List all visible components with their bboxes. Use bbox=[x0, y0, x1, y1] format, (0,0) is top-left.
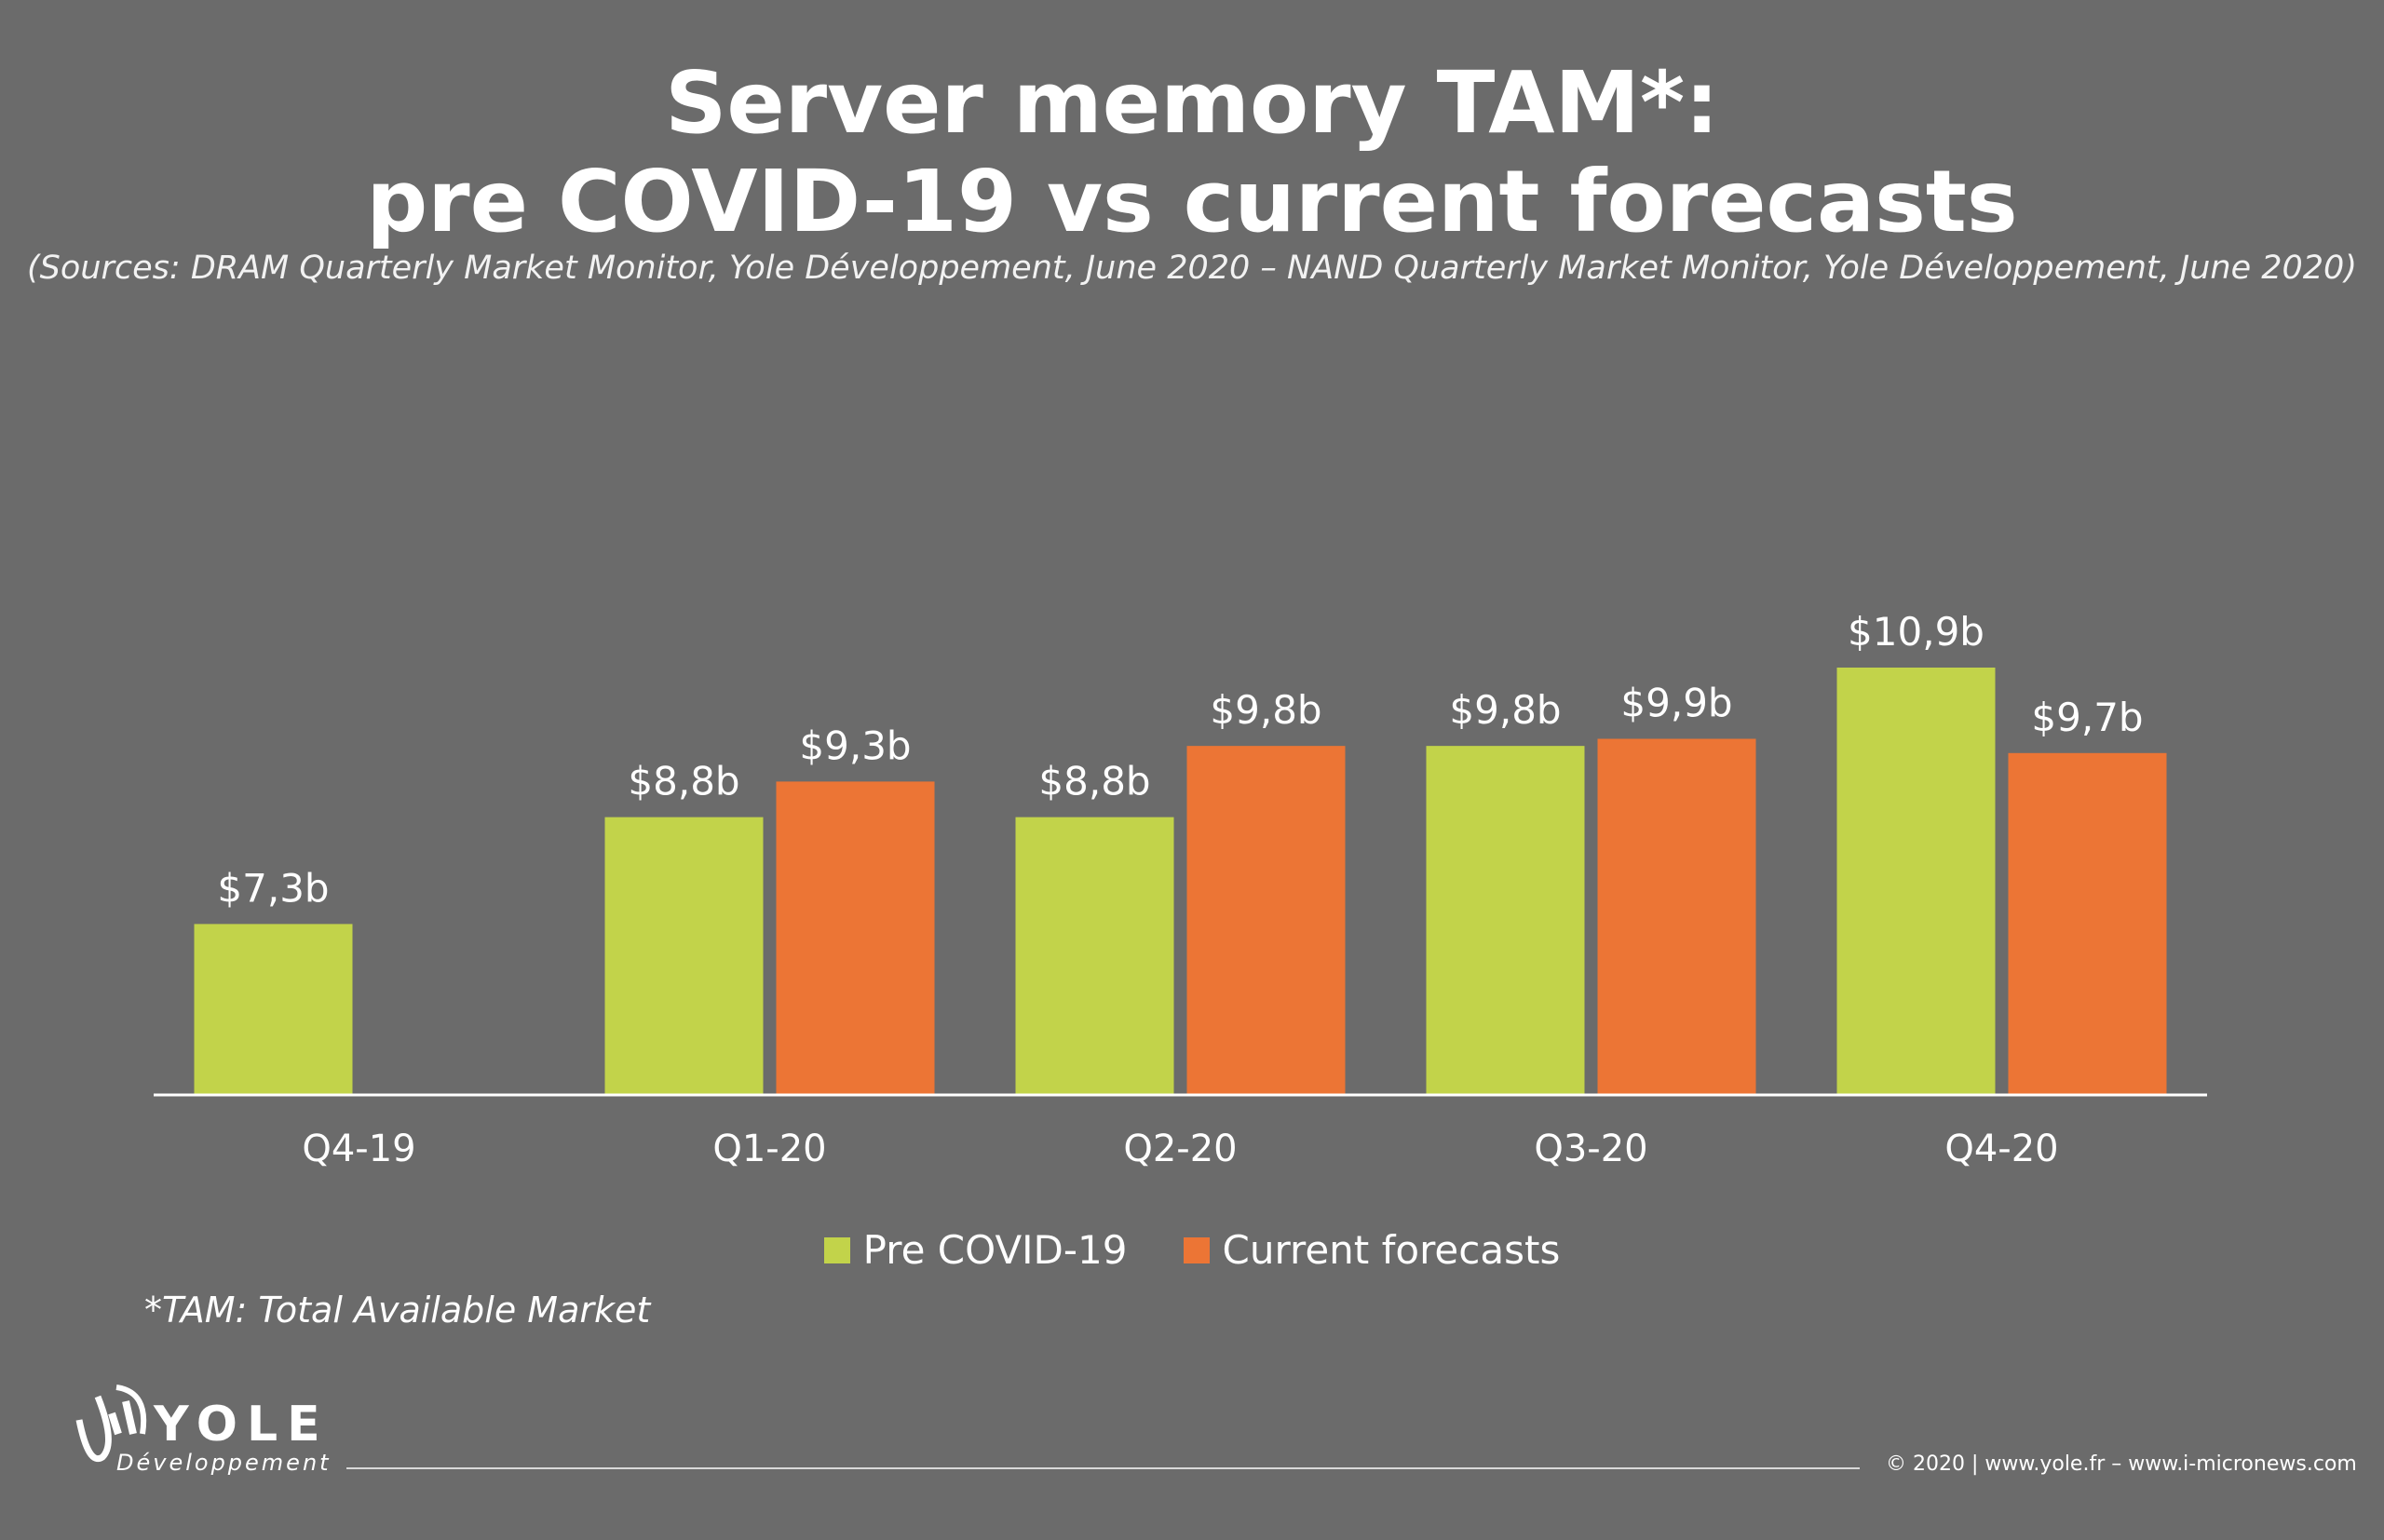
data-label-pre-covid-q3-20: $9,8b bbox=[1449, 687, 1561, 733]
legend-swatch-pre-covid bbox=[823, 1236, 850, 1263]
bar-pre-covid-q1-20 bbox=[604, 817, 764, 1095]
chart-title-line-2: pre COVID-19 vs current forecasts bbox=[366, 152, 2018, 251]
legend-label-pre-covid: Pre COVID-19 bbox=[862, 1227, 1128, 1273]
chart-legend: Pre COVID-19 Current forecasts bbox=[0, 1227, 2384, 1273]
x-tick-label-q4-20: Q4-20 bbox=[1944, 1128, 2058, 1170]
legend-label-current: Current forecasts bbox=[1222, 1227, 1561, 1273]
data-label-current-q1-20: $9,3b bbox=[799, 723, 911, 768]
data-label-pre-covid-q4-19: $7,3b bbox=[217, 865, 329, 911]
data-label-current-q3-20: $9,9b bbox=[1620, 681, 1732, 726]
x-tick-label-q3-20: Q3-20 bbox=[1534, 1128, 1647, 1170]
chart-title-line-1: Server memory TAM*: bbox=[665, 53, 1719, 153]
bar-pre-covid-q4-20 bbox=[1836, 668, 1996, 1095]
yole-logo-word: YOLE bbox=[154, 1397, 330, 1452]
data-label-pre-covid-q1-20: $8,8b bbox=[628, 759, 739, 804]
legend-item-pre-covid: Pre COVID-19 bbox=[823, 1227, 1128, 1273]
legend-swatch-current bbox=[1183, 1236, 1210, 1263]
bar-chart: $7,3b Q4-19 $8,8b $9,3b Q1-20 $8,8b $9,8b Q2-20… bbox=[154, 609, 2207, 1170]
bar-pre-covid-q4-19 bbox=[194, 924, 353, 1095]
footer-divider bbox=[346, 1467, 1860, 1469]
bar-pre-covid-q3-20 bbox=[1426, 746, 1585, 1095]
x-tick-label-q1-20: Q1-20 bbox=[712, 1128, 826, 1170]
chart-title: Server memory TAM*: pre COVID-19 vs curr… bbox=[0, 54, 2384, 251]
data-label-pre-covid-q4-20: $10,9b bbox=[1848, 609, 1984, 655]
yole-logo: YOLE Développement bbox=[61, 1378, 340, 1490]
bar-current-q2-20 bbox=[1186, 746, 1346, 1095]
footer-credits: © 2020 | www.yole.fr – www.i-micronews.c… bbox=[1886, 1452, 2357, 1476]
data-label-current-q4-20: $9,7b bbox=[2031, 695, 2143, 740]
data-label-current-q2-20: $9,8b bbox=[1210, 687, 1321, 733]
bar-current-q3-20 bbox=[1597, 738, 1756, 1095]
legend-item-current: Current forecasts bbox=[1183, 1227, 1561, 1273]
bar-current-q4-20 bbox=[2008, 752, 2167, 1095]
bar-pre-covid-q2-20 bbox=[1015, 817, 1174, 1095]
chart-subtitle: (Sources: DRAM Quarterly Market Monitor,… bbox=[27, 250, 2357, 287]
data-label-pre-covid-q2-20: $8,8b bbox=[1038, 759, 1150, 804]
yole-logo-subtitle: Développement bbox=[116, 1450, 332, 1476]
footnote: *TAM: Total Available Market bbox=[144, 1290, 651, 1331]
bar-current-q1-20 bbox=[776, 781, 935, 1095]
yole-logo-mark-icon bbox=[75, 1385, 147, 1463]
x-tick-label-q2-20: Q2-20 bbox=[1123, 1128, 1237, 1170]
x-tick-label-q4-19: Q4-19 bbox=[302, 1128, 415, 1170]
